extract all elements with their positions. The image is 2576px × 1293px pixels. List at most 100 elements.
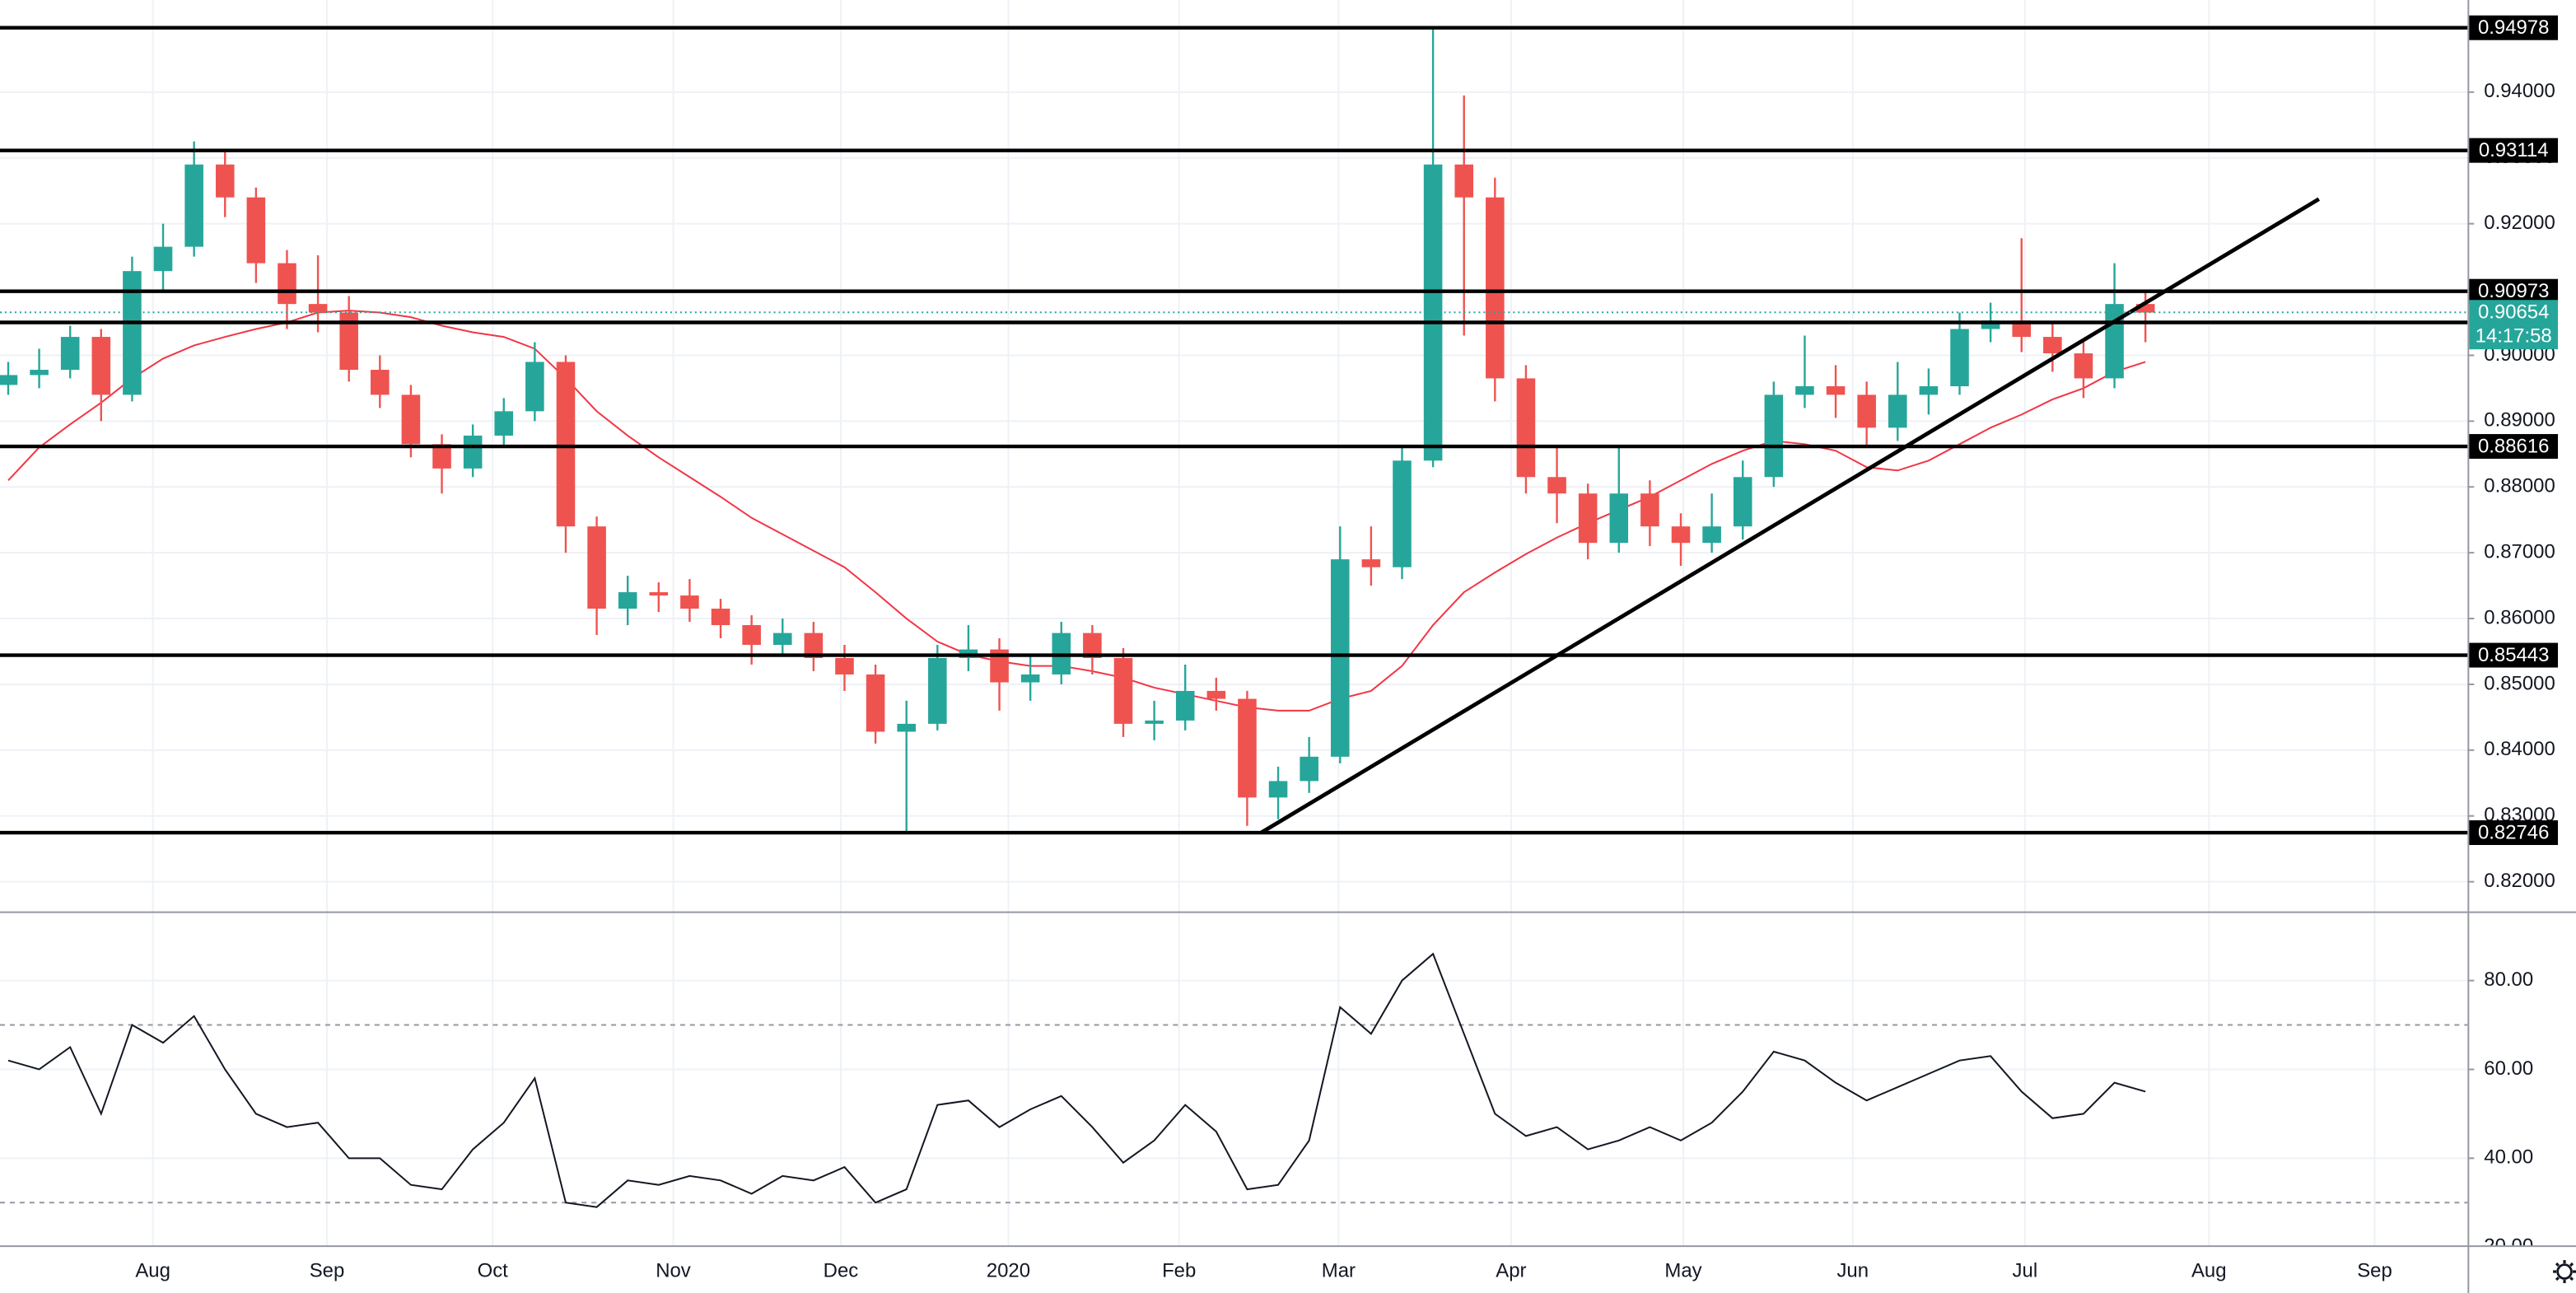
candle-body: [742, 625, 761, 646]
level-label: 0.82746: [2478, 821, 2549, 843]
candle-body: [1393, 460, 1412, 567]
candle-body: [371, 370, 390, 395]
x-tick-label: Sep: [2357, 1259, 2392, 1281]
candle-body: [30, 370, 49, 376]
candle-body: [1981, 320, 2000, 329]
x-tick-label: Aug: [135, 1259, 170, 1281]
level-label: 0.93114: [2479, 139, 2549, 161]
candle-body: [649, 592, 669, 596]
candle-body: [2043, 337, 2062, 354]
y-tick-label: 80.00: [2484, 969, 2533, 991]
candle-body: [1795, 386, 1814, 395]
candle-body: [1454, 164, 1474, 198]
candle-body: [1486, 197, 1505, 379]
candle-body: [91, 337, 111, 395]
rsi-pane: [0, 952, 2468, 1208]
y-tick-label: 0.89000: [2484, 409, 2555, 432]
candle-body: [401, 394, 421, 445]
rsi-axis: 20.00 40.00 60.00 80.00: [2467, 969, 2533, 1258]
candle-body: [1175, 690, 1195, 721]
x-tick-label: May: [1664, 1259, 1701, 1281]
time-axis: Aug Sep Oct Nov Dec 2020 Feb Mar Apr May Jun Jul Aug…: [135, 1259, 2392, 1281]
candle-body: [1547, 477, 1566, 494]
candle-body: [1020, 674, 1040, 683]
candle-body: [432, 444, 451, 469]
x-tick-label: 2020: [987, 1259, 1030, 1281]
y-tick-label: 40.00: [2484, 1146, 2533, 1169]
candle-body: [680, 595, 699, 609]
candle-body: [1640, 493, 1659, 527]
y-tick-label: 0.86000: [2484, 606, 2555, 628]
x-tick-label: Nov: [656, 1259, 691, 1281]
level-label: 0.90973: [2478, 280, 2549, 302]
settings-icon[interactable]: [2553, 1260, 2576, 1284]
y-tick-label: 0.85000: [2484, 672, 2555, 694]
y-tick-label: 0.92000: [2484, 212, 2555, 234]
level-label-box: [2469, 15, 2559, 40]
price-pane: [0, 26, 2468, 835]
candle-body: [835, 657, 854, 675]
x-tick-label: Jul: [2013, 1259, 2038, 1281]
candle-body: [1578, 493, 1598, 544]
x-tick-label: Dec: [824, 1259, 859, 1281]
candle-body: [866, 674, 885, 732]
candle-body: [1300, 756, 1318, 782]
y-tick-label: 0.82000: [2484, 870, 2555, 892]
y-tick-label: 0.87000: [2484, 540, 2555, 562]
candle-body: [1113, 657, 1133, 724]
countdown-label: 14:17:58: [2476, 324, 2552, 347]
candle-body: [494, 411, 514, 436]
candle-body: [1083, 632, 1102, 658]
candle-body: [184, 164, 203, 247]
x-tick-label: Aug: [2191, 1259, 2227, 1281]
candle-body: [587, 526, 606, 609]
moving-average: [7, 310, 2146, 712]
candle-body: [990, 649, 1009, 683]
candle-body: [1145, 720, 1164, 724]
candle-body: [1671, 526, 1691, 544]
candle-body: [463, 435, 483, 469]
grid-layer: [0, 0, 2468, 1246]
candle-body: [1702, 526, 1721, 544]
x-tick-label: Mar: [1322, 1259, 1356, 1281]
candle-body: [2012, 320, 2032, 338]
candle-body: [1423, 164, 1443, 461]
candle-body: [246, 197, 266, 264]
level-label-box: [2469, 642, 2559, 668]
candle-body: [928, 657, 947, 724]
trendline: [1260, 197, 2321, 835]
candle-body: [1361, 559, 1381, 567]
candle-body: [556, 362, 576, 527]
y-tick-label: 20.00: [2484, 1235, 2533, 1258]
candle-body: [123, 271, 142, 395]
candle-body: [215, 164, 235, 198]
candle-body: [711, 609, 730, 626]
candle-body: [804, 632, 824, 658]
candle-body: [1330, 559, 1350, 757]
y-tick-label: 0.94000: [2484, 80, 2555, 102]
candle-body: [1268, 781, 1288, 798]
level-label: 0.85443: [2478, 644, 2549, 666]
y-tick-label: 0.84000: [2484, 738, 2555, 760]
candle-body: [618, 592, 637, 609]
rsi-line: [7, 952, 2146, 1208]
level-label-box: [2469, 820, 2559, 846]
x-tick-label: Oct: [478, 1259, 509, 1281]
price-labels: 0.94978 0.93114 0.90973 0.88616 0.85443 0.827…: [2469, 15, 2559, 846]
candle-body: [1733, 477, 1752, 527]
candle-body: [1857, 394, 1876, 428]
candle-body: [60, 337, 80, 371]
candle-body: [1888, 394, 1907, 428]
x-tick-label: Jun: [1836, 1259, 1869, 1281]
candle-body: [278, 263, 296, 305]
candle-body: [0, 375, 18, 385]
candle-body: [1238, 698, 1257, 798]
last-price-label: 0.90654: [2478, 301, 2549, 324]
last-price-box: [2469, 300, 2559, 350]
candle-body: [1609, 493, 1629, 544]
level-label-box: [2469, 434, 2559, 460]
candle-body: [1206, 690, 1226, 699]
y-tick-label: 60.00: [2484, 1057, 2533, 1080]
